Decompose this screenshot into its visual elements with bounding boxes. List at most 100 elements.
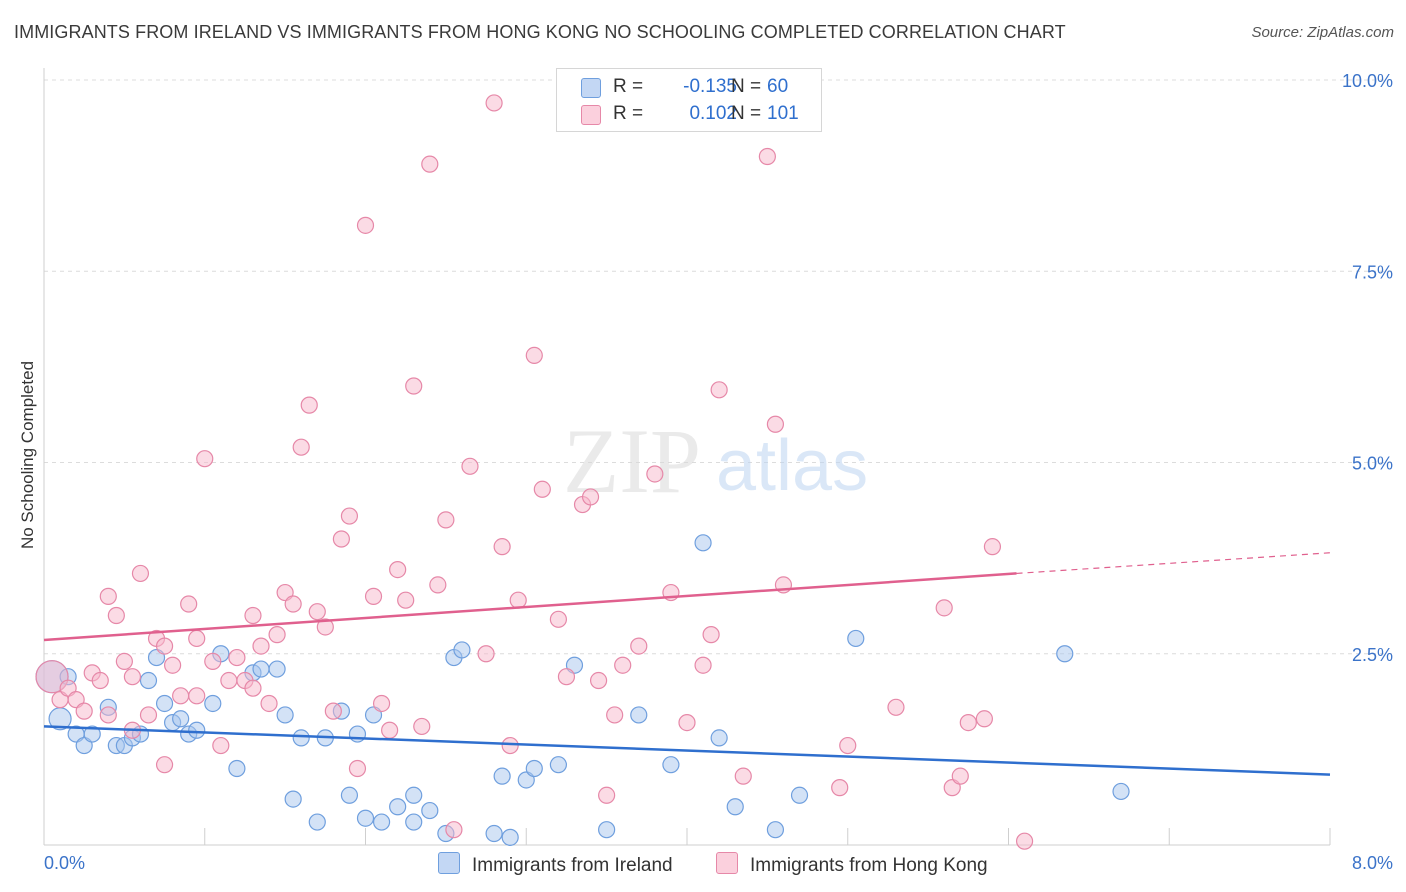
data-point-ireland: [662, 756, 680, 774]
data-point-hongkong: [525, 346, 543, 364]
data-point-ireland: [284, 790, 302, 808]
data-point-hongkong: [364, 587, 383, 605]
data-point-hongkong: [228, 648, 246, 667]
data-point-hongkong: [115, 652, 133, 671]
bottom-legend-label-hongkong: Immigrants from Hong Kong: [750, 855, 988, 876]
data-point-hongkong: [493, 538, 511, 556]
data-point-hongkong: [887, 698, 905, 716]
legend-n-value-ireland: 60: [767, 76, 789, 97]
data-point-hongkong: [1015, 832, 1034, 850]
data-point-hongkong: [196, 450, 214, 468]
tick-labels: 2.5% 5.0% 7.5% 10.0% 0.0% 8.0%: [44, 71, 1393, 873]
data-point-hongkong: [212, 736, 230, 755]
data-point-ireland: [694, 534, 712, 552]
trend-line-hongkong-extension: [1016, 552, 1331, 575]
data-point-hongkong: [758, 147, 776, 166]
data-point-ireland: [172, 710, 190, 728]
bottom-legend-label-ireland: Immigrants from Ireland: [472, 855, 673, 876]
watermark-atlas: atlas: [716, 426, 868, 506]
data-point-hongkong: [477, 645, 495, 663]
data-point-hongkong: [589, 671, 608, 690]
data-point-hongkong: [734, 767, 752, 785]
data-point-hongkong: [766, 415, 785, 433]
data-point-ireland: [790, 786, 809, 804]
data-point-ireland: [372, 813, 391, 831]
legend-r-label: R =: [613, 103, 644, 124]
data-point-ireland: [340, 786, 359, 804]
data-point-hongkong: [405, 377, 423, 395]
data-point-ireland: [83, 725, 101, 743]
data-point-ireland: [268, 660, 286, 678]
data-point-hongkong: [710, 381, 728, 399]
y-tick-label: 5.0%: [1352, 454, 1393, 474]
axes: [43, 68, 1331, 846]
data-point-hongkong: [268, 626, 286, 644]
data-point-hongkong: [461, 457, 479, 475]
data-point-hongkong: [204, 652, 222, 671]
data-point-hongkong: [99, 587, 117, 605]
bottom-legend-ireland: Immigrants from Ireland: [438, 852, 673, 877]
data-point-ireland: [726, 798, 744, 816]
data-point-hongkong: [244, 606, 262, 625]
data-point-hongkong: [372, 694, 391, 713]
data-point-hongkong: [694, 656, 712, 674]
chart-title: IMMIGRANTS FROM IRELAND VS IMMIGRANTS FR…: [14, 22, 1066, 42]
data-point-ireland: [549, 756, 568, 774]
data-point-hongkong: [35, 660, 69, 694]
data-point-hongkong: [75, 702, 93, 720]
legend-r-value-hongkong: 0.102: [689, 103, 737, 124]
data-point-hongkong: [131, 564, 150, 583]
data-point-hongkong: [164, 656, 182, 674]
data-point-hongkong: [260, 694, 278, 713]
data-point-hongkong: [598, 786, 616, 804]
legend-swatch-ireland: [581, 78, 601, 98]
data-point-ireland: [292, 729, 310, 747]
data-point-ireland: [485, 824, 503, 843]
data-point-hongkong: [581, 488, 600, 506]
legend-r-label: R =: [613, 76, 644, 97]
gridlines: [44, 79, 1394, 655]
data-point-hongkong: [340, 507, 359, 525]
data-point-ireland: [308, 813, 326, 831]
legend-n-value-hongkong: 101: [767, 103, 799, 124]
data-point-hongkong: [959, 713, 977, 732]
x-tick-label-max: 8.0%: [1352, 853, 1393, 873]
data-point-hongkong: [220, 671, 238, 690]
data-point-ireland: [710, 729, 728, 747]
data-point-ireland: [188, 721, 206, 739]
data-point-hongkong: [91, 671, 109, 690]
trend-line-ireland: [43, 725, 1331, 776]
data-point-ireland: [348, 725, 367, 743]
data-point-ireland: [1112, 782, 1130, 801]
data-point-hongkong: [678, 713, 696, 732]
data-point-hongkong: [252, 637, 270, 655]
data-point-hongkong: [188, 629, 206, 648]
data-point-hongkong: [975, 710, 993, 728]
data-point-ireland: [405, 786, 423, 804]
data-point-ireland: [766, 821, 785, 839]
legend-n-label: N =: [731, 103, 762, 124]
bottom-legend-swatch-hongkong: [716, 852, 738, 874]
legend-n-label: N =: [731, 76, 762, 97]
watermark: ZIP atlas: [563, 410, 868, 512]
data-point-hongkong: [951, 767, 969, 785]
data-point-hongkong: [244, 679, 262, 697]
data-point-hongkong: [397, 591, 415, 609]
data-point-hongkong: [501, 736, 519, 755]
data-point-hongkong: [356, 216, 375, 234]
data-point-ireland: [501, 828, 519, 846]
data-point-hongkong: [533, 480, 551, 498]
correlation-legend: R = -0.135 N = 60 R = 0.102 N = 101: [556, 68, 822, 132]
data-point-hongkong: [614, 656, 632, 674]
y-tick-label: 2.5%: [1352, 645, 1393, 665]
data-point-hongkong: [332, 530, 350, 548]
data-point-hongkong: [549, 610, 568, 628]
data-point-hongkong: [429, 576, 447, 594]
source-label: Source: ZipAtlas.com: [1251, 24, 1394, 41]
data-point-hongkong: [139, 706, 158, 724]
data-point-ireland: [139, 671, 158, 690]
data-point-ireland: [421, 801, 439, 820]
trend-line-hongkong: [43, 572, 1017, 642]
bottom-legend-hongkong: Immigrants from Hong Kong: [716, 852, 988, 877]
